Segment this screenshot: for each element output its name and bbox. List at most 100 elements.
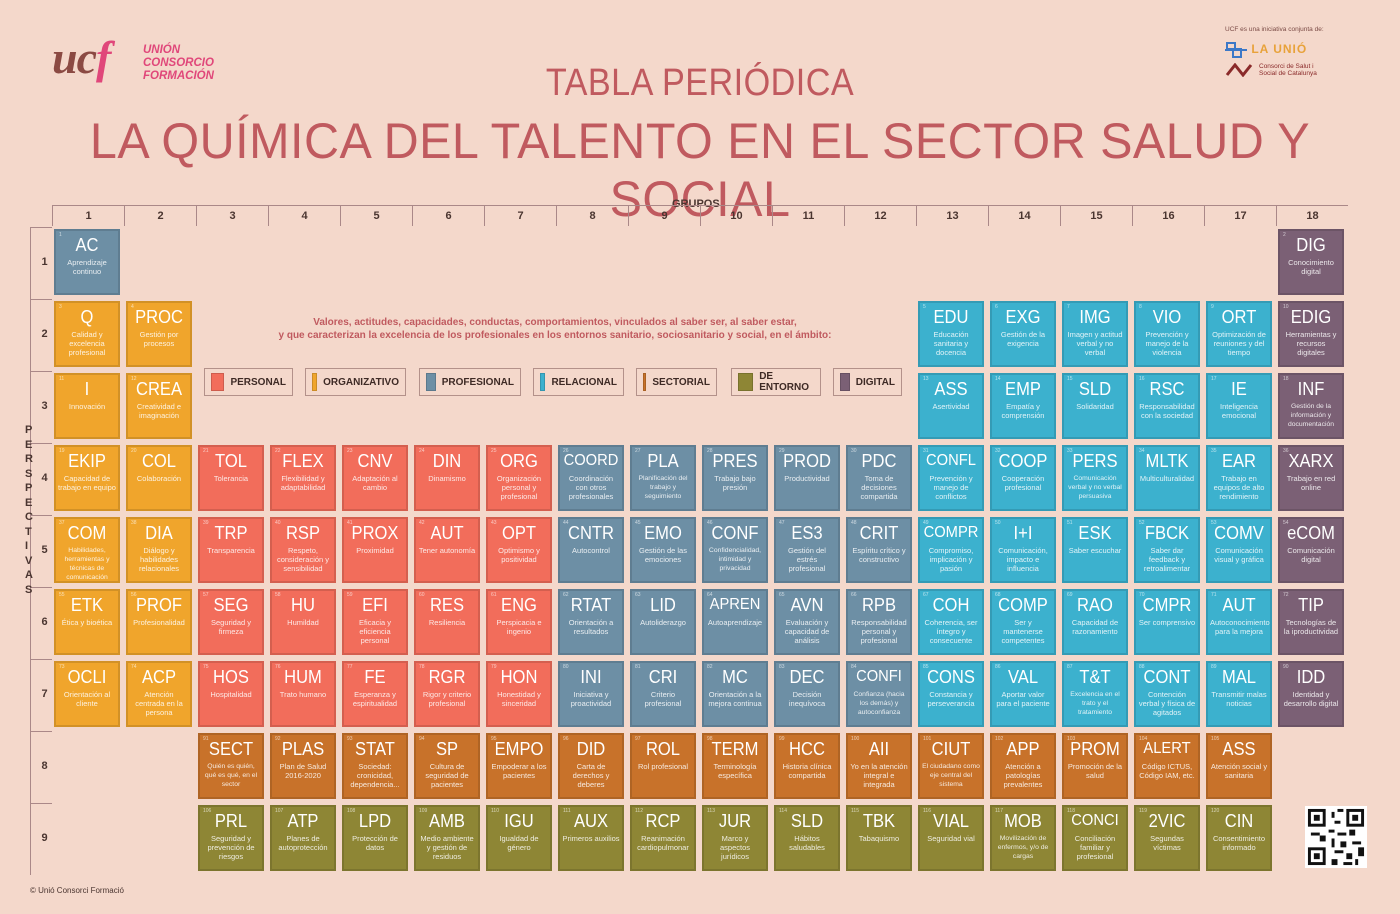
element-cell-rcp[interactable]: 112 RCP Reanimación cardiopulmonar: [630, 805, 696, 871]
element-cell-proc[interactable]: 4 PROC Gestión por procesos: [126, 301, 192, 367]
element-cell-cntr[interactable]: 44 CNTR Autocontrol: [558, 517, 624, 583]
element-cell-img[interactable]: 7 IMG Imagen y actitud verbal y no verbal: [1062, 301, 1128, 367]
element-cell-hos[interactable]: 75 HOS Hospitalidad: [198, 661, 264, 727]
element-cell-hu[interactable]: 58 HU Humildad: [270, 589, 336, 655]
element-cell-stat[interactable]: 93 STAT Sociedad: cronicidad, dependencia.…: [342, 733, 408, 799]
element-cell-mltk[interactable]: 34 MLTK Multiculturalidad: [1134, 445, 1200, 511]
element-cell-ekip[interactable]: 19 EKIP Capacidad de trabajo en equipo: [54, 445, 120, 511]
element-cell-prox[interactable]: 41 PROX Proximidad: [342, 517, 408, 583]
element-cell-es3[interactable]: 47 ES3 Gestión del estrés profesional: [774, 517, 840, 583]
element-cell-eng[interactable]: 61 ENG Perspicacia e ingenio: [486, 589, 552, 655]
element-cell-seg[interactable]: 57 SEG Seguridad y firmeza: [198, 589, 264, 655]
element-cell-i[interactable]: 11 I Innovación: [54, 373, 120, 439]
element-cell-rgr[interactable]: 78 RGR Rigor y criterio profesional: [414, 661, 480, 727]
element-cell-ie[interactable]: 17 IE Inteligencia emocional: [1206, 373, 1272, 439]
element-cell-trp[interactable]: 39 TRP Transparencia: [198, 517, 264, 583]
element-cell-coord[interactable]: 26 COORD Coordinación con otros profesiona…: [558, 445, 624, 511]
element-cell-ini[interactable]: 80 INI Iniciativa y proactividad: [558, 661, 624, 727]
element-cell-vio[interactable]: 8 VIO Prevención y manejo de la violencia: [1134, 301, 1200, 367]
element-cell-acp[interactable]: 74 ACP Atención centrada en la persona: [126, 661, 192, 727]
element-cell-tip[interactable]: 72 TIP Tecnologías de la iproductividad: [1278, 589, 1344, 655]
element-cell-sp[interactable]: 94 SP Cultura de seguridad de pacientes: [414, 733, 480, 799]
element-cell-q[interactable]: 3 Q Calidad y excelencia profesional: [54, 301, 120, 367]
element-cell-ecom[interactable]: 54 eCOM Comunicación digital: [1278, 517, 1344, 583]
element-cell-comv[interactable]: 53 COMV Comunicación visual y gráfica: [1206, 517, 1272, 583]
element-cell-rao[interactable]: 69 RAO Capacidad de razonamiento: [1062, 589, 1128, 655]
element-cell-efi[interactable]: 59 EFI Eficacia y eficiencia personal: [342, 589, 408, 655]
element-cell-inf[interactable]: 18 INF Gestión de la información y documen…: [1278, 373, 1344, 439]
element-cell-esk[interactable]: 51 ESK Saber escuchar: [1062, 517, 1128, 583]
element-cell-val[interactable]: 86 VAL Aportar valor para el paciente: [990, 661, 1056, 727]
element-cell-ocli[interactable]: 73 OCLI Orientación al cliente: [54, 661, 120, 727]
element-cell-rsp[interactable]: 40 RSP Respeto, consideración y sensibilid…: [270, 517, 336, 583]
element-cell-confl[interactable]: 31 CONFL Prevención y manejo de conflictos: [918, 445, 984, 511]
element-cell-com[interactable]: 37 COM Habilidades, herramientas y técnica…: [54, 517, 120, 583]
element-cell-rpb[interactable]: 66 RPB Responsabilidad personal y profesio…: [846, 589, 912, 655]
element-cell-crea[interactable]: 12 CREA Creatividad e imaginación: [126, 373, 192, 439]
element-cell-atp[interactable]: 107 ATP Planes de autoprotección: [270, 805, 336, 871]
element-cell-ciut[interactable]: 101 CIUT El ciudadano como eje central del…: [918, 733, 984, 799]
element-cell-res[interactable]: 60 RES Resiliencia: [414, 589, 480, 655]
element-cell-conci[interactable]: 118 CONCI Conciliación familiar y profesio…: [1062, 805, 1128, 871]
element-cell-mal[interactable]: 89 MAL Transmitir malas noticias: [1206, 661, 1272, 727]
element-cell-opt[interactable]: 43 OPT Optimismo y positividad: [486, 517, 552, 583]
element-cell-prom[interactable]: 103 PROM Promoción de la salud: [1062, 733, 1128, 799]
element-cell-sect[interactable]: 91 SECT Quién es quién, qué es qué, en el …: [198, 733, 264, 799]
element-cell-ass[interactable]: 13 ASS Asertividad: [918, 373, 984, 439]
element-cell-aut[interactable]: 71 AUT Autoconocimiento para la mejora: [1206, 589, 1272, 655]
element-cell-tt[interactable]: 87 T&T Excelencia en el trato y el tratami…: [1062, 661, 1128, 727]
element-cell-mob[interactable]: 117 MOB Movilización de enfermos, y/o de c…: [990, 805, 1056, 871]
element-cell-sld[interactable]: 114 SLD Hábitos saludables: [774, 805, 840, 871]
element-cell-exg[interactable]: 6 EXG Gestión de la exigencia: [990, 301, 1056, 367]
element-cell-igu[interactable]: 110 IGU Igualdad de género: [486, 805, 552, 871]
element-cell-fbck[interactable]: 52 FBCK Saber dar feedback y retroalimenta…: [1134, 517, 1200, 583]
element-cell-ac[interactable]: 1 AC Aprendizaje continuo: [54, 229, 120, 295]
element-cell-cmpr[interactable]: 70 CMPR Ser comprensivo: [1134, 589, 1200, 655]
element-cell-prl[interactable]: 106 PRL Seguridad y prevención de riesgos: [198, 805, 264, 871]
element-cell-prod[interactable]: 29 PROD Productividad: [774, 445, 840, 511]
element-cell-tol[interactable]: 21 TOL Tolerancia: [198, 445, 264, 511]
element-cell-2vic[interactable]: 119 2VIC Segundas víctimas: [1134, 805, 1200, 871]
element-cell-empo[interactable]: 95 EMPO Empoderar a los pacientes: [486, 733, 552, 799]
element-cell-hum[interactable]: 76 HUM Trato humano: [270, 661, 336, 727]
qr-code-icon[interactable]: [1305, 806, 1367, 868]
element-cell-did[interactable]: 96 DID Carta de derechos y deberes: [558, 733, 624, 799]
element-cell-din[interactable]: 24 DIN Dinamismo: [414, 445, 480, 511]
element-cell-rtat[interactable]: 62 RTAT Orientación a resultados: [558, 589, 624, 655]
element-cell-aut[interactable]: 42 AUT Tener autonomía: [414, 517, 480, 583]
element-cell-plas[interactable]: 92 PLAS Plan de Salud 2016-2020: [270, 733, 336, 799]
element-cell-rol[interactable]: 97 ROL Rol profesional: [630, 733, 696, 799]
element-cell-term[interactable]: 98 TERM Terminología específica: [702, 733, 768, 799]
element-cell-dia[interactable]: 38 DIA Diálogo y habilidades relacionales: [126, 517, 192, 583]
element-cell-mc[interactable]: 82 MC Orientación a la mejora continua: [702, 661, 768, 727]
element-cell-alert[interactable]: 104 ALERT Código ICTUS, Código IAM, etc.: [1134, 733, 1200, 799]
element-cell-cont[interactable]: 88 CONT Contención verbal y física de agit…: [1134, 661, 1200, 727]
element-cell-amb[interactable]: 109 AMB Medio ambiente y gestión de residu…: [414, 805, 480, 871]
element-cell-hcc[interactable]: 99 HCC Historia clínica compartida: [774, 733, 840, 799]
element-cell-comp[interactable]: 68 COMP Ser y mantenerse competentes: [990, 589, 1056, 655]
element-cell-aii[interactable]: 100 AII Yo en la atención integral e integ…: [846, 733, 912, 799]
element-cell-lpd[interactable]: 108 LPD Protección de datos: [342, 805, 408, 871]
element-cell-idd[interactable]: 90 IDD Identidad y desarrollo digital: [1278, 661, 1344, 727]
element-cell-fe[interactable]: 77 FE Esperanza y espiritualidad: [342, 661, 408, 727]
element-cell-xarx[interactable]: 36 XARX Trabajo en red online: [1278, 445, 1344, 511]
element-cell-edig[interactable]: 10 EDIG Herramientas y recursos digitales: [1278, 301, 1344, 367]
element-cell-hon[interactable]: 79 HON Honestidad y sinceridad: [486, 661, 552, 727]
element-cell-pers[interactable]: 33 PERS Comunicación verbal y no verbal pe…: [1062, 445, 1128, 511]
element-cell-jur[interactable]: 113 JUR Marco y aspectos jurídicos: [702, 805, 768, 871]
element-cell-edu[interactable]: 5 EDU Educación sanitaria y docencia: [918, 301, 984, 367]
element-cell-col[interactable]: 20 COL Colaboración: [126, 445, 192, 511]
element-cell-flex[interactable]: 22 FLEX Flexibilidad y adaptabilidad: [270, 445, 336, 511]
element-cell-coh[interactable]: 67 COH Coherencia, ser íntegro y consecuen…: [918, 589, 984, 655]
element-cell-emp[interactable]: 14 EMP Empatía y comprensión: [990, 373, 1056, 439]
element-cell-crit[interactable]: 48 CRIT Espíritu crítico y constructivo: [846, 517, 912, 583]
element-cell-ort[interactable]: 9 ORT Optimización de reuniones y del tiem…: [1206, 301, 1272, 367]
element-cell-cri[interactable]: 81 CRI Criterio profesional: [630, 661, 696, 727]
element-cell-tbk[interactable]: 115 TBK Tabaquismo: [846, 805, 912, 871]
element-cell-vial[interactable]: 116 VIAL Seguridad vial: [918, 805, 984, 871]
element-cell-lid[interactable]: 63 LID Autoliderazgo: [630, 589, 696, 655]
element-cell-dec[interactable]: 83 DEC Decisión inequívoca: [774, 661, 840, 727]
element-cell-aux[interactable]: 111 AUX Primeros auxilios: [558, 805, 624, 871]
element-cell-ass[interactable]: 105 ASS Atención social y sanitaria: [1206, 733, 1272, 799]
element-cell-cin[interactable]: 120 CIN Consentimiento informado: [1206, 805, 1272, 871]
